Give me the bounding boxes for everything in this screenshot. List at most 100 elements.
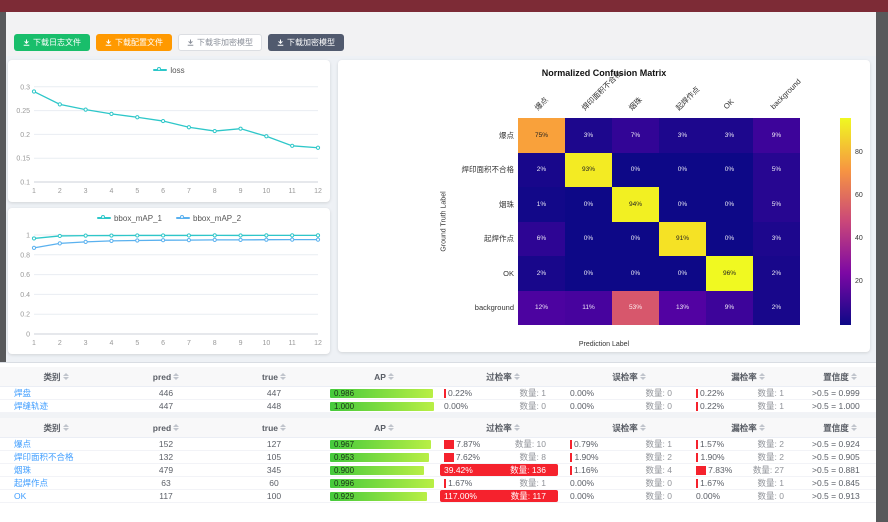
column-header-漏检率[interactable]: 漏检率	[692, 371, 804, 383]
sort-icon[interactable]	[173, 424, 180, 431]
rate-bar	[696, 439, 699, 449]
misjudge-cell: 0.00% 数量: 0	[566, 400, 684, 412]
rate-count: 数量: 10	[514, 439, 546, 449]
sort-icon[interactable]	[62, 424, 69, 431]
confusion-cell: 94%	[612, 187, 659, 222]
category-link[interactable]: 烟珠	[14, 465, 32, 475]
true-value: 345	[266, 465, 282, 475]
download-config-label: 下载配置文件	[115, 38, 163, 47]
rate-count: 数量: 1	[519, 478, 546, 488]
column-header-pred[interactable]: pred	[112, 372, 220, 382]
category-link[interactable]: 爆点	[14, 439, 32, 449]
sort-icon[interactable]	[173, 373, 180, 380]
rate-count: 数量: 2	[757, 439, 784, 449]
column-header-label: true	[261, 422, 279, 433]
category-link[interactable]: OK	[14, 491, 27, 501]
download-config-button[interactable]: 下载配置文件	[96, 34, 172, 51]
legend-item-bbox_mAP_1[interactable]: bbox_mAP_1	[96, 214, 162, 223]
true-value: 100	[266, 491, 282, 501]
misjudge-cell: 1.16% 数量: 4	[566, 464, 684, 476]
column-header-label: 置信度	[823, 422, 849, 433]
misjudge-cell: 0.00% 数量: 0	[566, 387, 684, 399]
sort-icon[interactable]	[62, 373, 69, 380]
confidence-value: >0.5 = 0.881	[812, 465, 860, 475]
sort-icon[interactable]	[639, 424, 646, 431]
true-value: 105	[266, 452, 282, 462]
sort-icon[interactable]	[639, 373, 646, 380]
svg-text:11: 11	[289, 340, 296, 347]
download-plain-model-button[interactable]: 下载非加密模型	[178, 34, 262, 51]
rate-percent: 1.57%	[700, 439, 725, 449]
column-header-置信度[interactable]: 置信度	[804, 422, 876, 434]
svg-text:10: 10	[262, 340, 270, 347]
column-header-漏检率[interactable]: 漏检率	[692, 422, 804, 434]
ap-value: 0.996	[334, 478, 355, 488]
column-header-类别[interactable]: 类别	[0, 371, 112, 383]
table-header-row: 类别 pred true AP 过检率 误检率 漏检率 置信度	[0, 418, 876, 438]
category-link[interactable]: 起焊作点	[14, 478, 49, 488]
category-link[interactable]: 焊缝轨迹	[14, 401, 49, 411]
colorbar	[840, 118, 851, 325]
sort-icon[interactable]	[758, 424, 765, 431]
svg-text:1: 1	[26, 232, 30, 239]
sort-icon[interactable]	[850, 373, 857, 380]
rate-percent: 1.16%	[574, 465, 599, 475]
confusion-col-label: 烟珠	[626, 95, 644, 113]
column-header-误检率[interactable]: 误检率	[566, 422, 692, 434]
legend-marker-icon	[176, 214, 190, 222]
confusion-cell: 9%	[706, 290, 753, 325]
sort-icon[interactable]	[387, 373, 394, 380]
legend-item-bbox_mAP_2[interactable]: bbox_mAP_2	[176, 214, 241, 223]
column-header-AP[interactable]: AP	[328, 423, 440, 433]
true-value: 60	[269, 478, 279, 488]
confusion-cell: 2%	[518, 152, 565, 187]
column-header-过检率[interactable]: 过检率	[440, 371, 566, 383]
download-encrypted-model-button[interactable]: 下载加密模型	[268, 34, 344, 51]
ap-bar: 1.000	[330, 401, 434, 411]
miss-cell: 7.83% 数量: 27	[692, 464, 796, 476]
category-link[interactable]: 焊印面积不合格	[14, 452, 74, 462]
sort-icon[interactable]	[850, 424, 857, 431]
rate-percent: 0.79%	[574, 439, 599, 449]
sort-icon[interactable]	[280, 373, 287, 380]
rate-percent: 0.00%	[570, 478, 595, 488]
legend-item-loss[interactable]: loss	[153, 66, 185, 75]
column-header-label: 漏检率	[731, 371, 757, 382]
category-link[interactable]: 焊盘	[14, 388, 32, 398]
rate-bar	[444, 478, 447, 488]
svg-text:0.3: 0.3	[20, 84, 30, 91]
svg-text:2: 2	[58, 188, 62, 195]
svg-text:6: 6	[161, 188, 165, 195]
column-header-true[interactable]: true	[220, 372, 328, 382]
sort-icon[interactable]	[513, 424, 520, 431]
column-header-误检率[interactable]: 误检率	[566, 371, 692, 383]
sort-icon[interactable]	[758, 373, 765, 380]
sort-icon[interactable]	[513, 373, 520, 380]
table-row: 爆点 152 127 0.967 7.87% 数量: 10 0.79% 数量: 1 1.57% 数…	[0, 438, 876, 451]
ap-bar: 0.929	[330, 491, 427, 501]
pred-value: 132	[158, 452, 174, 462]
sort-icon[interactable]	[280, 424, 287, 431]
column-header-label: pred	[152, 422, 172, 433]
column-header-pred[interactable]: pred	[112, 423, 220, 433]
sort-icon[interactable]	[387, 424, 394, 431]
confusion-col-label: 爆点	[532, 95, 550, 113]
rate-bar	[696, 401, 698, 411]
rate-percent: 7.62%	[455, 452, 480, 462]
column-header-过检率[interactable]: 过检率	[440, 422, 566, 434]
map-chart-legend: bbox_mAP_1 bbox_mAP_2	[8, 208, 330, 224]
rate-bar	[570, 452, 573, 462]
pred-value: 152	[158, 439, 174, 449]
rate-count: 数量: 1	[519, 388, 546, 398]
rate-bar	[444, 439, 455, 449]
column-header-AP[interactable]: AP	[328, 372, 440, 382]
confusion-cell: 3%	[706, 118, 753, 153]
column-header-置信度[interactable]: 置信度	[804, 371, 876, 383]
column-header-类别[interactable]: 类别	[0, 422, 112, 434]
download-plain-model-label: 下载非加密模型	[197, 38, 253, 47]
misjudge-cell: 0.79% 数量: 1	[566, 438, 684, 450]
column-header-true[interactable]: true	[220, 423, 328, 433]
download-log-button[interactable]: 下载日志文件	[14, 34, 90, 51]
confusion-col-label: 起焊作点	[673, 84, 702, 113]
download-icon	[105, 39, 112, 46]
